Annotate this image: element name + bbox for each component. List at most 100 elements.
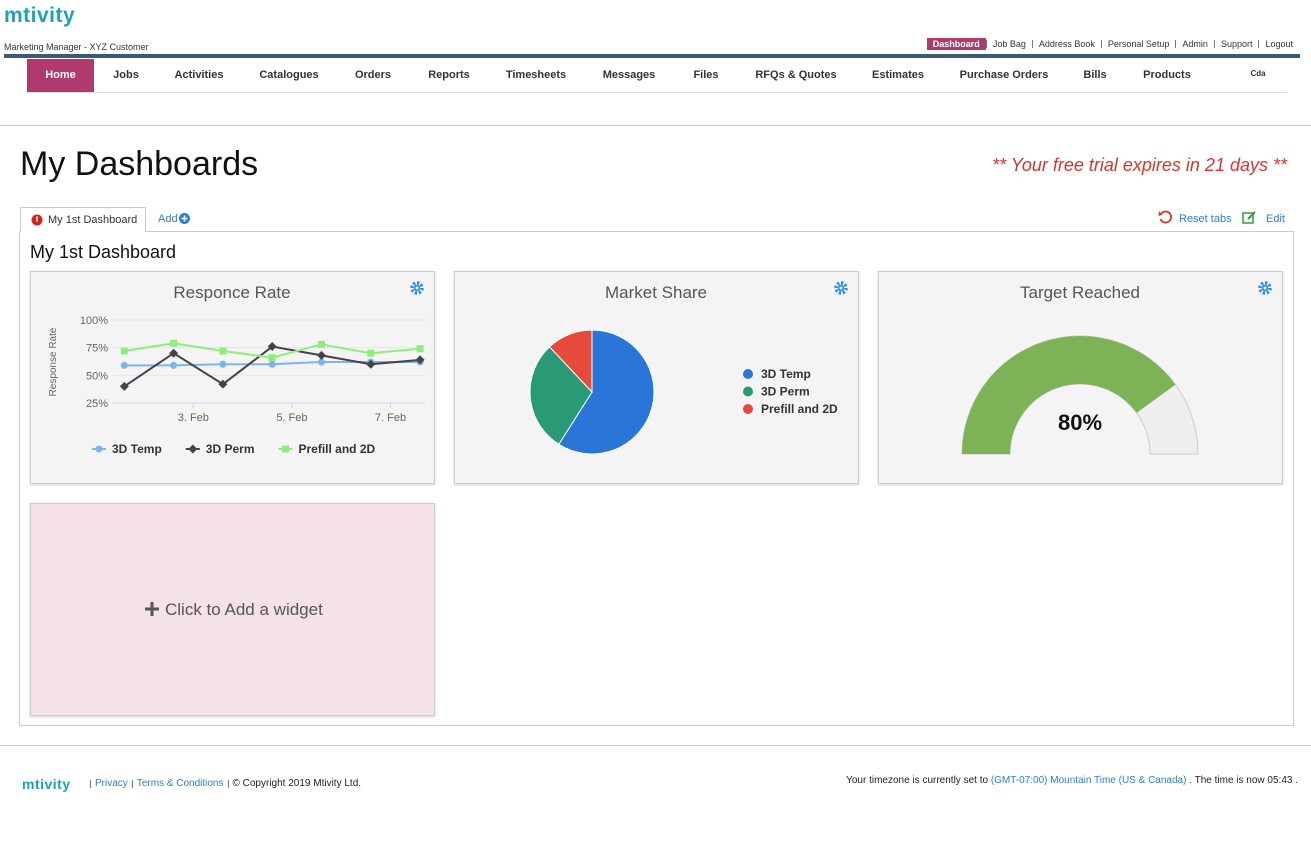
marker bbox=[268, 360, 276, 368]
pie-slice bbox=[558, 329, 655, 455]
separator bbox=[1175, 40, 1177, 48]
y-axis-label: Response Rate bbox=[48, 327, 59, 396]
nav-item[interactable]: Jobs bbox=[113, 69, 139, 81]
legend-label: 3D Perm bbox=[206, 442, 255, 456]
copyright: © Copyright 2019 Mtivity Ltd. bbox=[232, 778, 362, 789]
marker bbox=[367, 349, 375, 357]
footer-rule bbox=[0, 745, 1311, 746]
chart-title: Responce Rate bbox=[173, 283, 290, 302]
pie-chart: Market Share 3D Temp 3D Perm Prefill and 2D bbox=[529, 281, 848, 455]
top-links: Dashboard Job Bag Address Book Personal Set… bbox=[926, 38, 1299, 50]
marker bbox=[366, 359, 376, 369]
time-text: . The time is now 05:43 . bbox=[1189, 775, 1298, 786]
separator bbox=[90, 779, 91, 788]
timezone-link[interactable]: (GMT-07:00) Mountain Time (US & Canada) bbox=[990, 775, 1187, 786]
marker bbox=[415, 355, 425, 365]
tab-icon bbox=[31, 214, 43, 226]
plus-icon bbox=[145, 602, 159, 616]
add-icon bbox=[179, 213, 190, 224]
widget: Target Reached 80% bbox=[878, 271, 1283, 484]
top-link[interactable]: Support bbox=[1220, 39, 1253, 49]
tab-label: My 1st Dashboard bbox=[48, 214, 138, 226]
reset-tabs[interactable]: Reset tabs bbox=[1179, 213, 1232, 225]
header-divider bbox=[0, 125, 1311, 126]
marker bbox=[317, 340, 325, 348]
settings-icon-hole bbox=[1263, 286, 1267, 290]
edit-dashboard[interactable]: Edit bbox=[1266, 213, 1285, 225]
trial-notice: ** Your free trial expires in 21 days ** bbox=[992, 155, 1287, 175]
separator bbox=[1031, 40, 1033, 48]
footer-link[interactable]: Terms & Conditions bbox=[136, 778, 224, 789]
legend-label: 3D Perm bbox=[761, 385, 810, 399]
nav-item[interactable]: Orders bbox=[354, 69, 392, 81]
marker bbox=[170, 361, 178, 369]
nav-item[interactable]: Products bbox=[1143, 69, 1191, 81]
gauge-label: 80% bbox=[1058, 410, 1102, 435]
top-link[interactable]: Admin bbox=[1182, 39, 1208, 49]
top-link[interactable]: Address Book bbox=[1038, 39, 1095, 49]
timezone: Your timezone is currently set to (GMT-0… bbox=[846, 775, 1298, 786]
marker bbox=[219, 360, 227, 368]
nav-item[interactable]: RFQs & Quotes bbox=[755, 69, 837, 81]
marker bbox=[316, 350, 326, 360]
x-tick-label: 3. Feb bbox=[178, 412, 209, 424]
nav-item[interactable]: Reports bbox=[428, 69, 470, 81]
y-tick-label: 25% bbox=[86, 398, 108, 410]
legend-dot bbox=[743, 404, 753, 414]
nav-item[interactable]: Catalogues bbox=[259, 69, 319, 81]
marker bbox=[317, 358, 325, 366]
header-rule bbox=[4, 54, 1300, 58]
y-tick-label: 50% bbox=[86, 370, 108, 382]
settings-icon-hole bbox=[839, 286, 843, 290]
edit-icon bbox=[1242, 211, 1256, 224]
nav-item[interactable]: Home bbox=[27, 59, 94, 92]
nav-item[interactable]: Timesheets bbox=[505, 69, 567, 81]
nav-item[interactable]: Cda bbox=[1250, 69, 1266, 78]
widget: Responce Rate 25% 50% 75% 100% 3. Feb 5. Feb 7.… bbox=[30, 271, 435, 484]
top-link[interactable]: Dashboard bbox=[926, 38, 986, 50]
gauge-value bbox=[962, 335, 1176, 454]
settings-icon bbox=[1258, 281, 1272, 295]
settings-icon-hole bbox=[415, 286, 419, 290]
dashboard-title: My 1st Dashboard bbox=[30, 242, 177, 262]
user-role: Marketing Manager - XYZ Customer bbox=[4, 42, 149, 52]
y-tick-label: 75% bbox=[86, 343, 108, 355]
settings-icon bbox=[834, 281, 848, 295]
page-title: My Dashboards bbox=[20, 145, 259, 183]
marker bbox=[169, 348, 179, 358]
add-widget[interactable]: Click to Add a widget bbox=[30, 503, 435, 716]
separator bbox=[227, 779, 229, 788]
add-tab[interactable]: Add bbox=[158, 213, 178, 225]
marker bbox=[416, 345, 424, 353]
nav-item[interactable]: Messages bbox=[602, 69, 656, 81]
x-tick-label: 7. Feb bbox=[375, 412, 406, 424]
gauge-chart: Target Reached 80% bbox=[961, 281, 1272, 455]
marker bbox=[218, 379, 228, 389]
separator bbox=[1213, 40, 1215, 48]
marker bbox=[120, 361, 128, 369]
legend-marker bbox=[282, 445, 289, 453]
nav-item[interactable]: Activities bbox=[174, 69, 224, 81]
tab[interactable]: My 1st Dashboard bbox=[20, 207, 146, 232]
nav-item[interactable]: Bills bbox=[1083, 69, 1107, 81]
widget: Market Share 3D Temp 3D Perm Prefill and 2D bbox=[454, 271, 859, 484]
footer-link[interactable]: Privacy bbox=[95, 778, 128, 789]
pie-slice bbox=[548, 329, 593, 394]
marker bbox=[267, 342, 277, 352]
top-link[interactable]: Job Bag bbox=[992, 39, 1026, 49]
dashboard-panel bbox=[19, 231, 1294, 726]
nav-item[interactable]: Purchase Orders bbox=[959, 69, 1049, 81]
x-tick-label: 5. Feb bbox=[276, 412, 307, 424]
nav-item[interactable]: Files bbox=[693, 69, 719, 81]
nav-item[interactable]: Estimates bbox=[872, 69, 924, 81]
line-chart: Responce Rate 25% 50% 75% 100% 3. Feb 5. Feb 7.… bbox=[48, 281, 425, 456]
y-tick-label: 100% bbox=[80, 315, 108, 327]
top-link[interactable]: Logout bbox=[1265, 39, 1293, 49]
marker bbox=[170, 339, 178, 347]
top-link[interactable]: Personal Setup bbox=[1107, 39, 1170, 49]
timezone-prefix: Your timezone is currently set to bbox=[846, 775, 989, 786]
logo[interactable]: mtivity bbox=[4, 4, 76, 27]
marker bbox=[120, 347, 128, 355]
pie-slice bbox=[529, 346, 593, 446]
